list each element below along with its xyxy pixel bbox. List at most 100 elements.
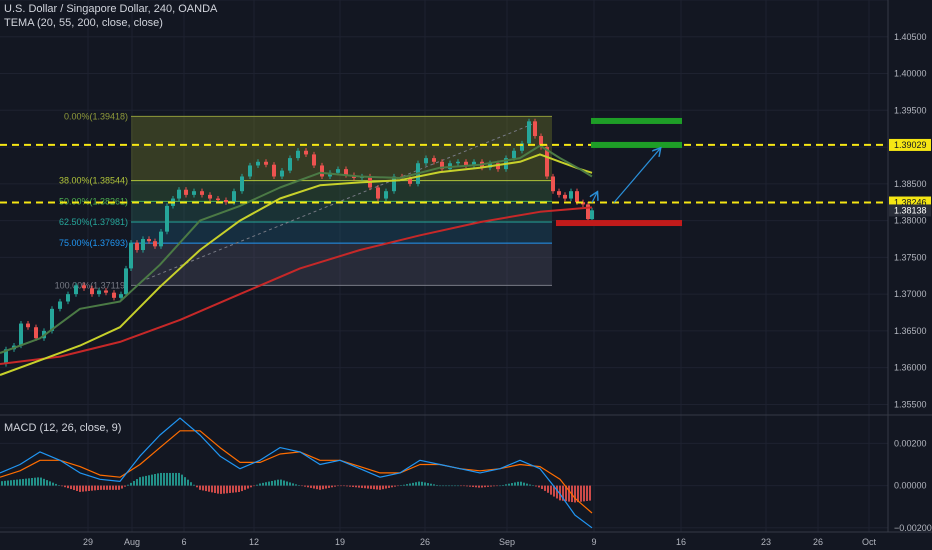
candle-body	[159, 231, 163, 247]
candle-body	[147, 238, 151, 242]
macd-histogram-bar	[115, 485, 117, 490]
macd-histogram-bar	[73, 485, 75, 491]
macd-histogram-bar	[130, 482, 132, 486]
macd-histogram-bar	[10, 480, 12, 486]
macd-histogram-bar	[355, 485, 357, 488]
macd-histogram-bar	[58, 485, 60, 486]
price-tick-label: 1.37000	[894, 289, 927, 299]
macd-histogram-bar	[478, 485, 480, 488]
macd-histogram-bar	[484, 485, 486, 488]
candle-body	[112, 292, 116, 298]
macd-histogram-bar	[424, 482, 426, 486]
candle-body	[320, 165, 324, 177]
macd-histogram-bar	[190, 482, 192, 486]
macd-histogram-bar	[337, 485, 339, 487]
macd-histogram-bar	[211, 485, 213, 493]
macd-histogram-bar	[184, 477, 186, 486]
macd-histogram-bar	[352, 485, 354, 487]
macd-histogram-bar	[295, 484, 297, 486]
candle-body	[432, 158, 436, 162]
macd-histogram-bar	[361, 485, 363, 488]
macd-histogram-bar	[142, 476, 144, 486]
price-label-text: 1.39029	[894, 140, 927, 150]
symbol-title[interactable]: U.S. Dollar / Singapore Dollar, 240, OAN…	[4, 3, 218, 15]
candle-body	[512, 150, 516, 159]
time-tick-label: 9	[591, 537, 596, 547]
macd-histogram-bar	[568, 485, 570, 502]
macd-histogram-bar	[148, 475, 150, 486]
candle-body	[551, 176, 555, 192]
macd-histogram-bar	[463, 485, 465, 487]
macd-histogram-bar	[7, 480, 9, 486]
candle-body	[304, 150, 308, 155]
candle-body	[184, 189, 188, 195]
macd-tick-label: −0.00200	[894, 523, 932, 533]
fib-level-label: 50.00%(1.38261)	[59, 196, 128, 206]
candle-body	[50, 308, 54, 331]
candle-body	[296, 150, 300, 159]
macd-histogram-bar	[388, 485, 390, 488]
candle-body	[256, 161, 260, 166]
macd-histogram-bar	[391, 485, 393, 488]
macd-histogram-bar	[358, 485, 360, 488]
macd-histogram-bar	[343, 485, 345, 487]
macd-histogram-bar	[460, 485, 462, 487]
macd-histogram-bar	[253, 485, 255, 487]
macd-histogram-bar	[226, 485, 228, 494]
macd-indicator-label[interactable]: MACD (12, 26, close, 9)	[4, 422, 122, 434]
macd-histogram-bar	[379, 485, 381, 490]
macd-histogram-bar	[40, 477, 42, 486]
macd-histogram-bar	[262, 482, 264, 486]
macd-histogram-bar	[112, 485, 114, 490]
macd-histogram-bar	[472, 485, 474, 487]
macd-histogram-bar	[19, 479, 21, 486]
macd-histogram-bar	[385, 485, 387, 489]
candle-body	[539, 136, 543, 148]
tema-200-line	[0, 206, 593, 365]
candle-body	[58, 301, 62, 309]
macd-histogram-bar	[100, 485, 102, 490]
macd-histogram-bar	[85, 485, 87, 492]
projection-arrow	[592, 193, 597, 203]
candle-body	[224, 200, 228, 203]
macd-histogram-bar	[451, 485, 453, 487]
macd-histogram-bar	[109, 485, 111, 490]
tema-20-line	[0, 144, 593, 354]
candle-body	[575, 191, 579, 203]
macd-histogram-bar	[304, 485, 306, 487]
macd-histogram-bar	[37, 477, 39, 486]
macd-histogram-bar	[82, 485, 84, 492]
candle-body	[464, 161, 468, 166]
macd-histogram-bar	[580, 485, 582, 502]
macd-histogram-bar	[196, 485, 198, 488]
macd-histogram-bar	[229, 485, 231, 493]
macd-histogram-bar	[76, 485, 78, 491]
macd-histogram-bar	[238, 485, 240, 493]
candle-body	[408, 177, 412, 184]
macd-histogram-bar	[286, 481, 288, 486]
macd-histogram-bar	[307, 485, 309, 488]
macd-histogram-bar	[394, 485, 396, 487]
macd-histogram-bar	[136, 479, 138, 486]
macd-histogram-bar	[382, 485, 384, 490]
macd-histogram-bar	[199, 485, 201, 490]
macd-histogram-bar	[328, 485, 330, 488]
macd-histogram-bar	[493, 485, 495, 487]
macd-histogram-bar	[322, 485, 324, 490]
tema-indicator-label[interactable]: TEMA (20, 55, 200, close, close)	[4, 17, 163, 29]
macd-histogram-bar	[409, 483, 411, 486]
fib-level-label: 62.50%(1.37981)	[59, 217, 128, 227]
macd-histogram-bar	[172, 472, 174, 486]
macd-histogram-bar	[34, 477, 36, 486]
price-tick-label: 1.37500	[894, 252, 927, 262]
macd-histogram-bar	[289, 482, 291, 486]
macd-histogram-bar	[445, 485, 447, 487]
macd-histogram-bar	[79, 485, 81, 492]
macd-histogram-bar	[223, 485, 225, 494]
tema-55-line	[0, 153, 593, 376]
macd-histogram-bar	[313, 485, 315, 489]
macd-histogram-bar	[565, 485, 567, 502]
macd-histogram-bar	[25, 478, 27, 486]
macd-histogram-bar	[292, 483, 294, 486]
